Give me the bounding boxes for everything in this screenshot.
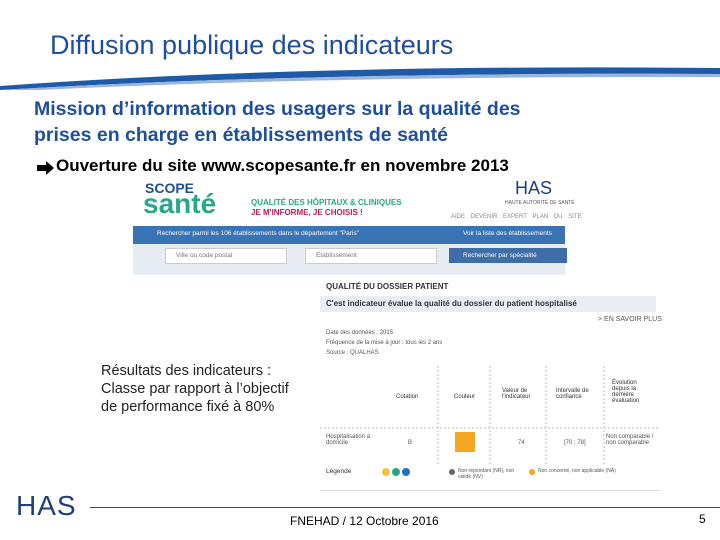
logo-bottom: santé <box>143 188 217 219</box>
nav-item[interactable]: DEVENIR EXPERT <box>470 214 527 220</box>
overlay-line: Résultats des indicateurs : <box>101 363 272 379</box>
header: Évolution depuis la dernière évaluation <box>612 380 640 404</box>
logo-top: SCOPE <box>145 180 195 196</box>
nav-item[interactable]: AIDE <box>451 214 466 220</box>
header: Cotation <box>396 394 419 400</box>
input[interactable]: Établissement <box>305 248 437 264</box>
site-screenshot: SCOPE santé QUALITÉ DES HÔPITAUX & CLINI… <box>133 178 582 275</box>
more-link[interactable]: > EN SAVOIR PLUS <box>598 316 662 323</box>
legend-item: Non répondant (NR), non validé (NV) <box>458 468 515 480</box>
indicator-screenshot: QUALITÉ DU DOSSIER PATIENT C'est indicat… <box>320 276 662 491</box>
nav: AIDE DEVENIR EXPERT PLAN DU SITE <box>451 214 582 220</box>
arrow-icon <box>37 161 54 175</box>
note: Fréquence de la mise à jour : tous les 2… <box>326 340 443 346</box>
header: Valeur de l'indicateur <box>502 388 531 400</box>
notes: Date des données : 2015 Fréquence de la m… <box>326 328 442 358</box>
legend-label: Légende <box>326 468 352 475</box>
subtitle-line: Mission d’information des usagers sur la… <box>34 98 521 120</box>
specialty-button[interactable]: Rechercher par spécialité <box>449 248 567 263</box>
note: Source : QUALHAS <box>326 350 379 356</box>
header: Intervalle de confiance <box>556 388 589 400</box>
search-bar <box>133 226 565 244</box>
subtitle-line: prises en charge en établissements de sa… <box>34 124 449 146</box>
title: Diffusion publique des indicateurs <box>50 30 454 60</box>
row-value: 74 <box>518 440 525 446</box>
bullet: Ouverture du site www.scopesante.fr en n… <box>56 156 509 175</box>
row-interval: [70 ; 78] <box>564 440 586 446</box>
swoosh <box>0 67 720 90</box>
row-label: Hospitalisation à domicile <box>326 434 371 446</box>
banner: C'est indicateur évalue la qualité du do… <box>320 296 656 312</box>
list-link[interactable]: Voir la liste des établissements <box>463 230 552 237</box>
header: Couleur <box>454 394 476 400</box>
tagline: JE M'INFORME, JE CHOISIS ! <box>251 208 363 217</box>
input[interactable]: Ville ou code postal <box>165 248 287 264</box>
has-sub: HAUTE AUTORITÉ DE SANTÉ <box>505 200 575 206</box>
search-label: Rechercher parmi les 106 établissements … <box>157 230 359 237</box>
overlay-note: Résultats des indicateurs : Classe par r… <box>101 362 293 416</box>
row-evolution: Non comparable / non comparable <box>606 434 654 446</box>
table-lines <box>320 366 660 476</box>
subtitle: Mission d’information des usagers sur la… <box>34 96 521 148</box>
footer-line <box>90 507 720 508</box>
footer-text: FNEHAD / 12 Octobre 2016 <box>290 514 439 528</box>
row-cotation: B <box>408 440 413 446</box>
overlay-line: de performance fixé à 80% <box>101 399 275 415</box>
tagline: QUALITÉ DES HÔPITAUX & CLINIQUES <box>251 198 402 207</box>
has-logo: HAS <box>515 178 553 198</box>
page-number: 5 <box>699 512 706 526</box>
legend-item: Non concerné, non applicable (NA) <box>538 468 616 474</box>
overlay-line: Classe par rapport à l’objectif <box>101 381 289 397</box>
footer-logo: HAS <box>16 490 77 521</box>
nav-item[interactable]: PLAN DU SITE <box>532 214 582 220</box>
note: Date des données : 2015 <box>326 330 394 336</box>
indicator-title: QUALITÉ DU DOSSIER PATIENT <box>326 282 449 291</box>
